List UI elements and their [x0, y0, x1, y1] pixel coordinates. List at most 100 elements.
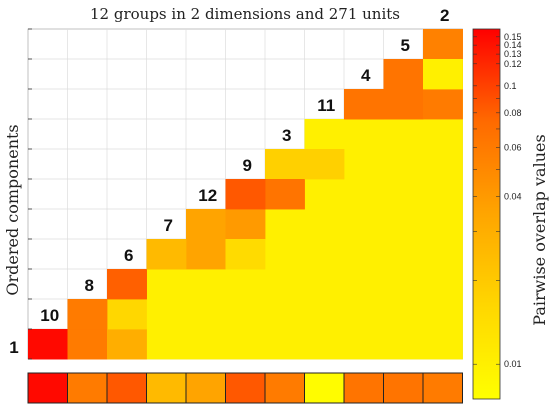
heatmap-cell [304, 149, 345, 180]
heatmap-cell [225, 209, 266, 240]
strip-cell [146, 372, 187, 404]
heatmap-cell [265, 179, 305, 210]
heatmap-cell [383, 329, 424, 360]
colorbar-tick-label: 0.06 [504, 143, 522, 153]
strip-cell [343, 372, 384, 404]
heatmap-cell [423, 329, 463, 360]
colorbar-gradient [472, 28, 501, 400]
heatmap-cell [423, 29, 463, 60]
group-label: 1 [9, 338, 18, 357]
colorbar-tick-label: 0.1 [504, 81, 517, 91]
heatmap-cell [265, 149, 305, 180]
heatmap-cell [383, 209, 424, 240]
heatmap-cell [423, 119, 463, 150]
heatmap-plot: 1 10 8 6 7 12 9 3 11 4 5 2 [9, 6, 463, 360]
group-label: 10 [40, 306, 59, 325]
heatmap-cell [344, 149, 384, 180]
heatmap-cell [304, 329, 345, 360]
group-label: 4 [361, 66, 371, 85]
heatmap-cell [146, 329, 187, 360]
heatmap-cell [265, 269, 305, 300]
heatmap-cell [344, 209, 384, 240]
heatmap-cell [225, 269, 266, 300]
heatmap-cell [344, 119, 384, 150]
heatmap-cell [383, 239, 424, 270]
heatmap-cell [383, 299, 424, 330]
group-label: 2 [440, 6, 449, 25]
heatmap-cell [186, 239, 226, 270]
heatmap-cell [423, 179, 463, 210]
strip-cell [422, 372, 463, 404]
colorbar-tick-label: 0.12 [504, 59, 522, 69]
strip-cell [27, 372, 68, 404]
strip-cell [383, 372, 424, 404]
heatmap-cell [423, 209, 463, 240]
heatmap-cell [225, 239, 266, 270]
strip-cell [304, 372, 345, 404]
strip-cell [106, 372, 147, 404]
group-label: 8 [84, 276, 93, 295]
heatmap-cell [304, 269, 345, 300]
heatmap-cell [265, 239, 305, 270]
heatmap-cell [423, 149, 463, 180]
heatmap-cell [304, 299, 345, 330]
heatmap-cell [186, 299, 226, 330]
heatmap-cell [225, 329, 266, 360]
heatmap-cell [146, 269, 187, 300]
colorbar: 0.01 0.04 0.06 0.08 0.1 0.120.130.140.15 [472, 28, 522, 400]
heatmap-cell [383, 179, 424, 210]
colorbar-tick-label: 0.08 [504, 108, 522, 118]
group-label: 9 [242, 156, 251, 175]
heatmap-cell [383, 89, 424, 120]
heatmap-cell [67, 299, 108, 330]
heatmap-cell [344, 89, 384, 120]
chart-title: 12 groups in 2 dimensions and 271 units [90, 5, 400, 23]
heatmap-cell [265, 329, 305, 360]
heatmap-cell [107, 329, 147, 360]
heatmap-cell [265, 209, 305, 240]
group-label: 12 [198, 186, 217, 205]
heatmap-cell [304, 179, 345, 210]
heatmap-cell [186, 269, 226, 300]
heatmap-cell [265, 299, 305, 330]
heatmap-cell [304, 209, 345, 240]
heatmap-cell [225, 299, 266, 330]
heatmap-cell [344, 299, 384, 330]
heatmap-cell [383, 119, 424, 150]
heatmap-cell [67, 329, 108, 360]
heatmap-cell [107, 269, 147, 300]
heatmap-cell [186, 209, 226, 240]
heatmap-cell [344, 329, 384, 360]
strip-cell [264, 372, 305, 404]
group-label: 11 [317, 96, 335, 115]
heatmap-cell [423, 269, 463, 300]
heatmap-cell [344, 269, 384, 300]
heatmap-cell [146, 239, 187, 270]
strip-cell [185, 372, 226, 404]
heatmap-cell [225, 179, 266, 210]
group-label: 7 [163, 216, 172, 235]
group-label: 5 [400, 36, 409, 55]
heatmap-cell [107, 299, 147, 330]
group-label: 3 [282, 126, 291, 145]
heatmap-cell [186, 329, 226, 360]
group-label: 6 [124, 246, 133, 265]
heatmap-cell [423, 239, 463, 270]
strip-cell [67, 372, 108, 404]
colorbar-tick-label: 0.13 [504, 49, 522, 59]
heatmap-cell [304, 239, 345, 270]
heatmap-cell [146, 299, 187, 330]
heatmap-cell [28, 329, 68, 360]
heatmap-cell [423, 89, 463, 120]
heatmap-cell [344, 179, 384, 210]
heatmap-cell [383, 269, 424, 300]
heatmap-cell [383, 59, 424, 90]
diagonal-strip [27, 372, 463, 404]
strip-cell [225, 372, 266, 404]
heatmap-cell [344, 239, 384, 270]
heatmap-cell [423, 59, 463, 90]
colorbar-tick-label: 0.14 [504, 40, 522, 50]
y-axis-label: Ordered components [3, 124, 22, 295]
colorbar-tick-label: 0.15 [504, 32, 522, 42]
